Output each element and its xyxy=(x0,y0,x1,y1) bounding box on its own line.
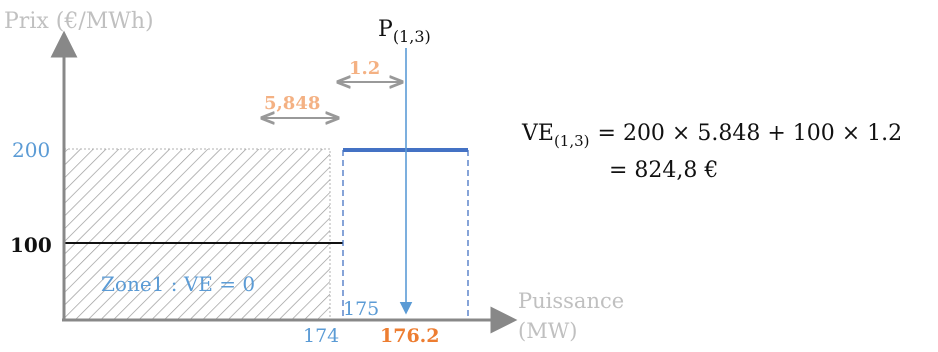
x-tick-175: 175 xyxy=(343,298,379,320)
dim-5848-label: 5,848 xyxy=(264,93,320,114)
x-axis-label-line2: (MW) xyxy=(518,319,577,343)
p-label-sub: (1,3) xyxy=(393,27,431,46)
x-tick-176-2: 176.2 xyxy=(380,325,440,347)
formula-lhs-sub: (1,3) xyxy=(554,132,590,150)
formula-lhs-main: VE xyxy=(521,121,554,146)
p-label: P(1,3) xyxy=(378,17,431,46)
y-tick-100: 100 xyxy=(10,233,52,257)
zone1-label: Zone1 : VE = 0 xyxy=(101,272,255,296)
y-tick-200: 200 xyxy=(12,138,50,162)
x-axis-label-line1: Puissance xyxy=(518,289,624,313)
formula-line1-rhs: = 200 × 5.848 + 100 × 1.2 xyxy=(598,121,903,146)
hatched-zone xyxy=(63,148,331,320)
formula-line1: VE(1,3) = 200 × 5.848 + 100 × 1.2 xyxy=(521,121,902,150)
dim-12-label: 1.2 xyxy=(349,58,380,79)
y-axis-label: Prix (€/MWh) xyxy=(4,9,154,34)
p-label-main: P xyxy=(378,17,393,42)
x-tick-174: 174 xyxy=(303,325,339,347)
formula-line2: = 824,8 € xyxy=(609,158,718,183)
